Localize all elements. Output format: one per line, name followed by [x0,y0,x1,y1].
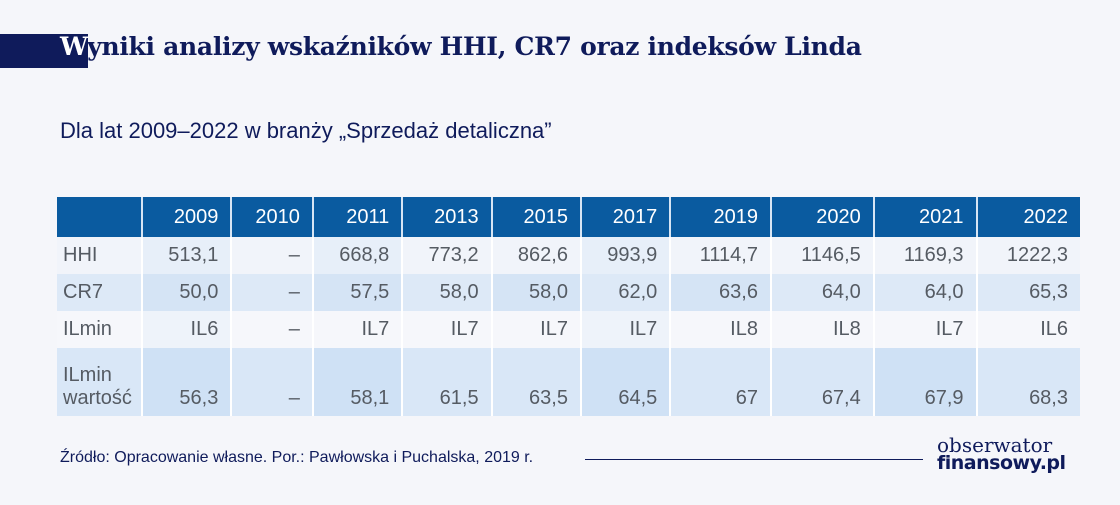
table-cell: 62,0 [579,274,671,311]
column-header: 2013 [401,197,492,237]
table-cell: 57,5 [311,274,403,311]
column-header: 2022 [975,197,1080,237]
table-cell: – [230,274,313,311]
table-cell: 50,0 [140,274,232,311]
row-label-line2: wartość [63,387,132,409]
logo-line1: obserwator [937,433,1053,457]
page-title: Wyniki analizy wskaźników HHI, CR7 oraz … [60,32,862,61]
title-accent-bar [0,34,88,68]
table-cell: 1222,3 [975,237,1080,274]
table-cell: 1169,3 [872,237,977,274]
row-label: ILmin wartość [57,348,142,416]
table-cell: IL7 [401,311,492,348]
table-cell: 56,3 [140,348,232,416]
table-cell: 1114,7 [669,237,771,274]
logo: obserwator finansowy.pl [937,433,1066,474]
table-cell: 64,0 [769,274,874,311]
table-row: ILmin IL6 – IL7 IL7 IL7 IL7 IL8 IL8 IL7 … [57,311,1080,348]
table-cell: 993,9 [579,237,671,274]
row-label-line1: ILmin [63,364,112,386]
table-cell: IL7 [311,311,403,348]
table-cell: IL8 [769,311,874,348]
table-cell: 68,3 [975,348,1080,416]
table-cell: 65,3 [975,274,1080,311]
table-cell: IL6 [975,311,1080,348]
logo-line2: finansowy.pl [937,452,1066,474]
table-cell: 58,1 [311,348,403,416]
title-first-letter: W [60,32,88,61]
column-header: 2017 [579,197,671,237]
table-cell: IL7 [579,311,671,348]
table-cell: 64,5 [579,348,671,416]
table-cell: 67,9 [872,348,977,416]
table-cell: – [230,348,313,416]
table-cell: 64,0 [872,274,977,311]
divider [585,459,923,460]
column-header: 2009 [140,197,232,237]
table-header-row: 2009 2010 2011 2013 2015 2017 2019 2020 … [57,197,1080,237]
table-cell: – [230,237,313,274]
table-cell: IL8 [669,311,771,348]
column-header: 2021 [872,197,977,237]
row-label: ILmin [57,311,142,348]
table-row: ILmin wartość 56,3 – 58,1 61,5 63,5 64,5 … [57,348,1080,416]
column-header: 2020 [769,197,874,237]
table-cell: – [230,311,313,348]
table-row: HHI 513,1 – 668,8 773,2 862,6 993,9 1114… [57,237,1080,274]
column-header: 2015 [490,197,581,237]
column-header: 2019 [669,197,771,237]
table-cell: 773,2 [401,237,492,274]
column-header [57,197,142,237]
column-header: 2010 [230,197,313,237]
table-cell: IL7 [872,311,977,348]
row-label: HHI [57,237,142,274]
subtitle: Dla lat 2009–2022 w branży „Sprzedaż det… [60,118,552,143]
table-cell: 668,8 [311,237,403,274]
table-cell: 1146,5 [769,237,874,274]
table-cell: 58,0 [401,274,492,311]
table-cell: 58,0 [490,274,581,311]
table-cell: IL6 [140,311,232,348]
row-label: CR7 [57,274,142,311]
table-cell: IL7 [490,311,581,348]
table-cell: 513,1 [140,237,232,274]
table-row: CR7 50,0 – 57,5 58,0 58,0 62,0 63,6 64,0… [57,274,1080,311]
table-cell: 67 [669,348,771,416]
source-note: Źródło: Opracowanie własne. Por.: Pawłow… [60,449,534,466]
column-header: 2011 [311,197,403,237]
table-cell: 862,6 [490,237,581,274]
table-cell: 67,4 [769,348,874,416]
table-cell: 61,5 [401,348,492,416]
table-cell: 63,6 [669,274,771,311]
data-table: 2009 2010 2011 2013 2015 2017 2019 2020 … [57,197,1080,416]
title-rest: yniki analizy wskaźników HHI, CR7 oraz i… [87,32,862,61]
table-cell: 63,5 [490,348,581,416]
